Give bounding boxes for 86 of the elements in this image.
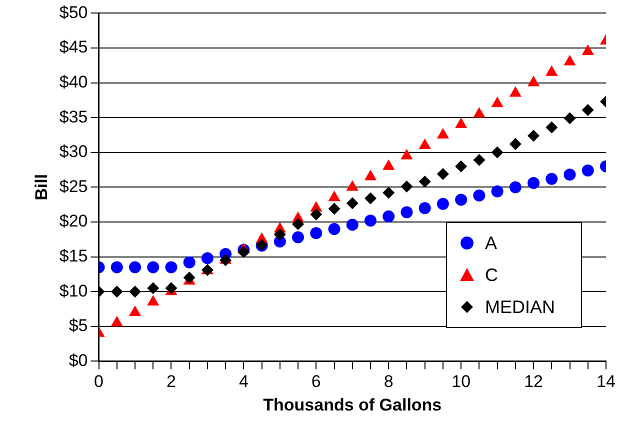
- point: [509, 86, 522, 97]
- y-tick-label: $35: [59, 107, 88, 126]
- point: [473, 190, 486, 202]
- x-tick-label: 0: [94, 372, 104, 392]
- y-tick-label: $40: [59, 72, 88, 92]
- point: [473, 154, 486, 166]
- x-tick-label: 6: [311, 372, 321, 392]
- point: [400, 180, 413, 193]
- point: [582, 104, 594, 116]
- point: [110, 286, 123, 298]
- y-tick-label: $0: [68, 350, 88, 370]
- point: [436, 168, 449, 180]
- point: [546, 65, 558, 76]
- y-tick-label: $30: [59, 142, 88, 162]
- point: [328, 190, 340, 202]
- point: [346, 197, 358, 210]
- y-axis-title: Bill: [32, 174, 51, 200]
- y-tick-label: $25: [59, 176, 88, 196]
- point: [382, 159, 395, 170]
- point: [346, 180, 358, 191]
- point: [110, 261, 123, 274]
- point: [128, 286, 141, 298]
- point: [128, 261, 141, 274]
- point: [328, 202, 340, 215]
- point: [436, 198, 449, 210]
- x-tick-label: 2: [166, 372, 176, 392]
- x-tick-label: 8: [384, 372, 394, 392]
- y-tick-label: $10: [59, 281, 88, 300]
- point: [328, 222, 340, 235]
- point: [509, 181, 522, 194]
- point: [201, 252, 214, 264]
- y-tick-label: $5: [68, 316, 88, 336]
- point: [436, 128, 450, 138]
- point: [564, 112, 576, 124]
- point: [564, 168, 576, 181]
- point: [310, 208, 322, 220]
- y-tick-label: $15: [59, 246, 88, 266]
- point: [546, 121, 558, 134]
- point: [582, 44, 594, 55]
- x-axis-title: Thousands of Gallons: [263, 395, 442, 414]
- point: [509, 138, 522, 150]
- y-tick-label: $50: [59, 2, 88, 22]
- point: [546, 172, 558, 185]
- x-tick-label: 12: [524, 372, 543, 392]
- point: [418, 176, 431, 188]
- y-tick-label: $45: [59, 38, 88, 57]
- point: [220, 254, 232, 266]
- point: [147, 261, 160, 274]
- point: [292, 218, 304, 230]
- y-tick-label: $20: [59, 212, 88, 231]
- point: [582, 164, 594, 176]
- x-tick-label: 4: [238, 372, 248, 392]
- point: [183, 272, 196, 284]
- point: [418, 138, 431, 149]
- point: [418, 202, 431, 214]
- point: [528, 177, 540, 190]
- point: [292, 231, 304, 244]
- point: [147, 282, 160, 294]
- point: [491, 96, 504, 108]
- point: [455, 118, 468, 128]
- legend-label: C: [485, 264, 498, 286]
- point: [491, 185, 504, 198]
- point: [400, 148, 413, 160]
- legend-label: A: [485, 232, 498, 254]
- x-tick-label: 10: [452, 372, 471, 392]
- point: [346, 218, 358, 231]
- point: [527, 76, 540, 86]
- point: [564, 54, 576, 66]
- point: [382, 210, 395, 222]
- point: [364, 192, 376, 204]
- x-tick-label: 14: [596, 372, 616, 392]
- point: [274, 228, 286, 241]
- point: [165, 282, 178, 294]
- point: [364, 214, 376, 227]
- point: [491, 146, 504, 158]
- point: [183, 256, 196, 268]
- point: [455, 194, 468, 206]
- point: [473, 107, 486, 118]
- point: [165, 261, 178, 274]
- point: [528, 130, 540, 142]
- point: [455, 160, 468, 172]
- point: [400, 206, 413, 218]
- point: [310, 227, 322, 240]
- point: [382, 186, 395, 199]
- legend-label: MEDIAN: [485, 296, 556, 318]
- point: [364, 170, 377, 180]
